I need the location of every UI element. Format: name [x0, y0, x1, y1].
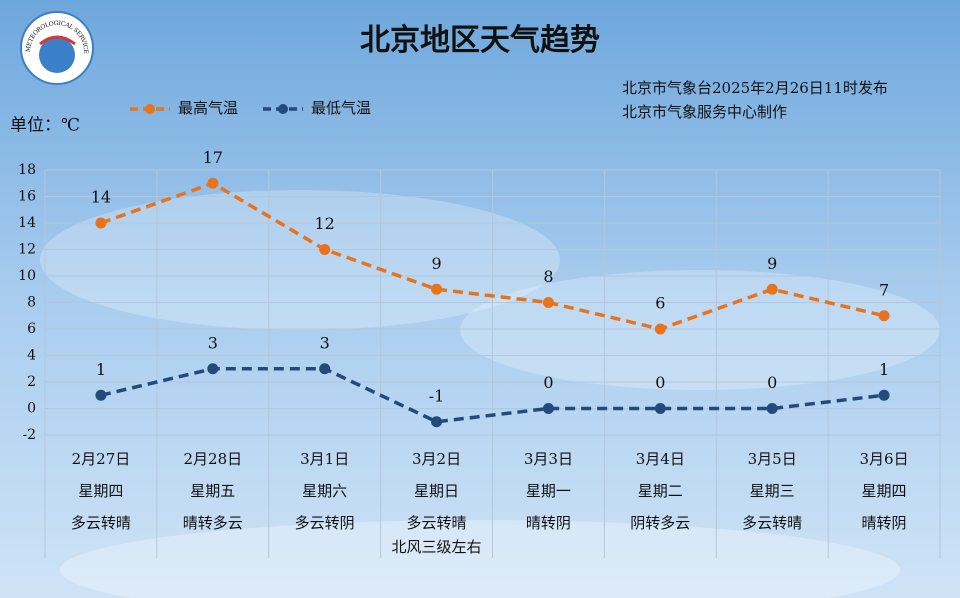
weather-label: 多云转晴 — [742, 514, 802, 532]
data-point — [766, 283, 778, 295]
weather-label: 北风三级左右 — [392, 538, 482, 556]
weather-label: 晴转阴 — [526, 514, 571, 532]
weather-label: 多云转阴 — [295, 514, 355, 532]
data-point — [95, 217, 107, 229]
y-tick-label: 12 — [18, 242, 36, 258]
data-label: 14 — [91, 188, 111, 207]
issuer-line: 北京市气象服务中心制作 — [622, 103, 787, 121]
data-point — [654, 403, 666, 414]
legend-label: 最低气温 — [311, 99, 371, 117]
y-tick-label: 6 — [27, 321, 36, 337]
y-tick-label: 16 — [18, 189, 36, 205]
data-label: 7 — [879, 280, 889, 299]
x-tick-label: 3月4日 — [636, 450, 685, 468]
y-tick-label: 10 — [18, 268, 36, 284]
data-label: 9 — [767, 254, 777, 273]
data-label: 1 — [879, 360, 889, 379]
data-point — [431, 416, 443, 428]
issuer-line: 北京市气象台2025年2月26日11时发布 — [622, 79, 888, 97]
legend-marker — [278, 104, 288, 114]
data-label: 9 — [431, 254, 441, 273]
data-point — [207, 363, 219, 375]
data-point — [878, 389, 890, 401]
data-point — [878, 310, 890, 322]
data-point — [95, 389, 107, 401]
data-point — [319, 244, 331, 255]
data-label: 17 — [203, 148, 223, 167]
chart-title: 北京地区天气趋势 — [360, 23, 600, 58]
x-tick-label: 3月2日 — [412, 450, 461, 468]
y-tick-label: 18 — [18, 162, 36, 178]
legend-label: 最高气温 — [178, 99, 238, 117]
data-label: 3 — [320, 333, 330, 352]
weather-label: 晴转多云 — [183, 514, 243, 532]
cloud — [40, 190, 560, 330]
x-tick-label: 3月6日 — [860, 450, 909, 468]
data-label: 0 — [767, 373, 777, 392]
x-tick-label: 3月1日 — [300, 450, 349, 468]
y-tick-label: 14 — [18, 215, 36, 231]
x-tick-label: 2月28日 — [183, 450, 242, 468]
y-tick-label: -2 — [22, 427, 36, 443]
unit-label: 单位：℃ — [10, 116, 80, 136]
weekday-label: 星期一 — [526, 482, 571, 500]
weekday-label: 星期二 — [638, 482, 683, 500]
series-line — [100, 367, 885, 424]
data-label: 0 — [543, 373, 553, 392]
data-point — [207, 177, 219, 189]
weather-label: 多云转晴 — [407, 514, 467, 532]
logo-globe — [39, 37, 75, 73]
weather-label: 阴转多云 — [630, 514, 690, 532]
data-point — [542, 403, 554, 414]
logo-swoosh — [39, 35, 76, 46]
data-label: 8 — [543, 267, 553, 286]
weekday-label: 星期四 — [862, 482, 907, 500]
legend-marker — [145, 104, 155, 114]
y-tick-label: 4 — [27, 348, 36, 364]
weekday-label: 星期五 — [190, 482, 235, 500]
data-label: 6 — [655, 294, 665, 313]
series-line — [100, 181, 885, 331]
weekday-label: 星期三 — [750, 482, 795, 500]
data-label: 3 — [208, 333, 218, 352]
cloud — [60, 520, 900, 598]
data-point — [319, 363, 331, 375]
x-tick-label: 3月5日 — [748, 450, 797, 468]
x-tick-label: 3月3日 — [524, 450, 573, 468]
weather-label: 多云转晴 — [71, 514, 131, 532]
cloud — [460, 270, 940, 390]
weekday-label: 星期六 — [302, 482, 347, 500]
data-label: 12 — [315, 214, 335, 233]
y-tick-label: 2 — [27, 374, 36, 390]
data-label: 1 — [96, 360, 106, 379]
data-point — [542, 297, 554, 308]
weekday-label: 星期日 — [414, 482, 459, 500]
data-point — [766, 403, 778, 414]
data-point — [431, 283, 443, 295]
x-tick-label: 2月27日 — [72, 450, 131, 468]
weekday-label: 星期四 — [78, 482, 123, 500]
weather-label: 晴转阴 — [862, 514, 907, 532]
y-tick-label: 8 — [27, 295, 36, 311]
data-label: -1 — [429, 386, 445, 405]
y-tick-label: 0 — [27, 401, 36, 417]
data-label: 0 — [655, 373, 665, 392]
logo: METEOROLOGICAL SERVICE — [20, 11, 94, 85]
data-point — [654, 323, 666, 335]
